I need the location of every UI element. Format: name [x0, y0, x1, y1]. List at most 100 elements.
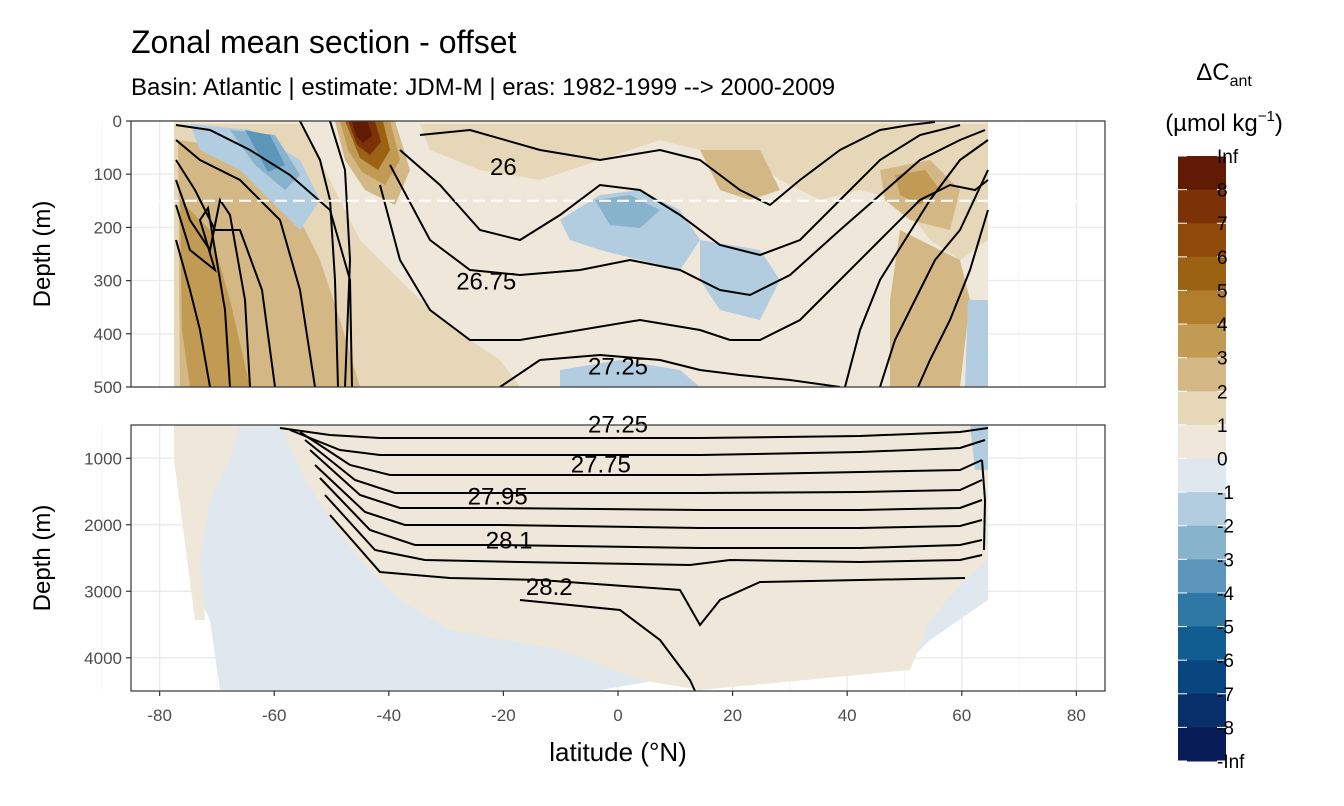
isopycnal-lower-1: [279, 427, 989, 439]
isopycnal-lower-7: [319, 477, 983, 549]
legend-label: 6: [1217, 248, 1228, 269]
legend-swatch: [1178, 492, 1226, 527]
chart-title: Zonal mean section - offset: [131, 24, 517, 60]
legend-swatch: [1178, 592, 1226, 628]
field-blue-right-edge: [965, 300, 988, 387]
x-tick-label: 40: [838, 706, 857, 725]
legend-label: 5: [1217, 281, 1228, 302]
legend-swatch: [1178, 290, 1226, 325]
legend-swatch: [1178, 391, 1226, 426]
lower-panel-contours: [279, 427, 989, 691]
isopycnal-27-25: [499, 353, 841, 387]
x-tick-label: -60: [262, 706, 287, 725]
legend-labels: Inf 8 7 6 5 4 3 2 1 0 -1 -2 -3 -4 -5 -6 -7 -8 -Inf: [1217, 147, 1245, 773]
legend-title-units-close: ): [1275, 110, 1283, 137]
legend-label: -7: [1217, 685, 1234, 706]
legend-label: -8: [1217, 718, 1234, 739]
isopycnal-east-2: [917, 209, 989, 387]
field-lower-tan-left: [174, 425, 240, 620]
legend-swatch: [1178, 189, 1226, 224]
field-blue-south-dark: [245, 130, 285, 172]
legend-label: 4: [1217, 315, 1228, 336]
legend-swatch: [1178, 256, 1226, 291]
legend-title-line2: (µmol kg−1): [1165, 108, 1283, 137]
isopycnal-label: 27.95: [468, 483, 528, 510]
isopycnal-26: [419, 121, 936, 207]
x-tick-label: -40: [377, 706, 402, 725]
legend-title-line1: ΔCant: [1196, 59, 1252, 90]
isopycnal-26-75: [379, 179, 989, 341]
legend-title-units: (µmol kg: [1165, 110, 1258, 137]
isopycnal-west-5: [175, 204, 231, 387]
legend-label: 0: [1217, 450, 1228, 471]
x-axis-label: latitude (°N): [549, 737, 687, 767]
legend-title-units-sup: −1: [1258, 108, 1275, 125]
legend-label: 1: [1217, 416, 1228, 437]
x-tick-label: 0: [613, 706, 622, 725]
isopycnal-label: 28.2: [526, 574, 573, 601]
x-tick-label: 20: [723, 706, 742, 725]
isopycnal-lower-5: [309, 449, 983, 511]
legend-swatch: [1178, 693, 1226, 728]
legend-swatch: [1178, 424, 1226, 459]
legend-swatch: [1178, 660, 1226, 695]
isopycnal-lower-10: [519, 599, 696, 691]
field-blue-deep: [560, 360, 700, 387]
isopycnal-west-3: [175, 159, 276, 387]
field-blue-north: [700, 240, 780, 320]
upper-panel-border: [130, 120, 1106, 388]
isopycnal-west-6: [175, 239, 211, 387]
isopycnal-lower-4: [304, 439, 983, 494]
y-tick-label: 300: [94, 272, 122, 291]
field-tan-right: [890, 230, 970, 387]
legend-swatch: [1178, 525, 1226, 560]
y-tick-label: 4000: [84, 649, 122, 668]
legend-title-sub: ant: [1230, 73, 1253, 90]
y-tick-label: 0: [113, 112, 122, 131]
isopycnal-lower-6: [314, 464, 983, 529]
legend-label: -4: [1217, 584, 1234, 605]
legend-label: -5: [1217, 618, 1234, 639]
legend: ΔCant (µmol kg−1) Inf 8 7 6 5 4 3 2 1 0 -1 -2 -3 -4 -5…: [1165, 59, 1283, 773]
legend-swatch: [1178, 324, 1226, 359]
isopycnal-lower-9: [329, 514, 966, 627]
legend-label: 7: [1217, 214, 1228, 235]
isopycnal-label: 27.75: [571, 452, 631, 479]
y-tick-label: 500: [94, 378, 122, 397]
x-tick-label: 60: [952, 706, 971, 725]
isopycnal-label: 27.25: [588, 354, 648, 381]
legend-label: -1: [1217, 483, 1234, 504]
isopycnal-label: 26.75: [456, 269, 516, 296]
upper-panel-contours: [175, 121, 989, 387]
chart-subtitle: Basin: Atlantic | estimate: JDM-M | eras…: [131, 74, 836, 101]
y-tick-label: 2000: [84, 516, 122, 535]
y-tick-label: 3000: [84, 582, 122, 601]
legend-swatch: [1178, 626, 1226, 661]
legend-swatch: [1178, 559, 1226, 594]
lower-panel-field: [174, 425, 988, 690]
y-tick-label: 200: [94, 218, 122, 237]
field-tan-north-patch: [700, 150, 780, 200]
legend-label: -2: [1217, 517, 1234, 538]
y-tick-label: 400: [94, 325, 122, 344]
isopycnal-west-8: [329, 121, 352, 387]
legend-title-main: ΔC: [1196, 59, 1229, 86]
y-tick-label: 1000: [84, 449, 122, 468]
legend-label: 8: [1217, 181, 1228, 202]
legend-swatch: [1178, 156, 1226, 191]
legend-swatch: [1178, 458, 1226, 493]
isopycnal-lower-3: [299, 431, 983, 476]
field-blue-equator: [560, 190, 700, 270]
isopycnal-lower-11: [981, 459, 987, 551]
field-tan-north: [420, 124, 988, 260]
isopycnal-lower-8: [324, 494, 983, 567]
y-tick-label: 100: [94, 165, 122, 184]
upper-panel-field: [174, 121, 988, 387]
field-blue-south: [190, 124, 320, 230]
isopycnal-26-25: [399, 124, 961, 257]
y-axis-label-lower: Depth (m): [29, 505, 56, 612]
field-lower-blue-right: [970, 425, 988, 470]
